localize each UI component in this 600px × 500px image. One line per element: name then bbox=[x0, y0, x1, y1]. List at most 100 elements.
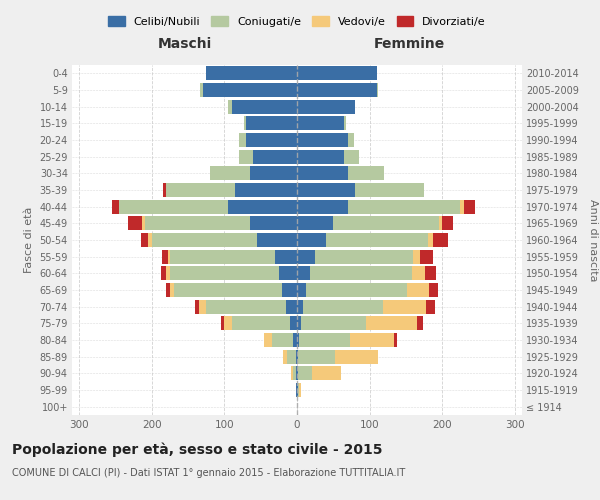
Bar bbox=[206, 300, 286, 314]
Bar bbox=[428, 233, 433, 247]
Bar bbox=[296, 350, 297, 364]
Bar bbox=[344, 116, 346, 130]
Bar bbox=[142, 216, 145, 230]
Bar bbox=[413, 250, 421, 264]
Bar bbox=[173, 283, 283, 297]
Bar bbox=[407, 283, 429, 297]
Bar bbox=[297, 366, 298, 380]
Bar bbox=[221, 316, 224, 330]
Bar bbox=[112, 200, 119, 214]
Bar bbox=[210, 166, 250, 180]
Bar bbox=[377, 83, 378, 97]
Bar bbox=[296, 366, 297, 380]
Bar bbox=[250, 216, 297, 230]
Bar bbox=[275, 250, 297, 264]
Bar bbox=[228, 200, 297, 214]
Bar bbox=[141, 233, 148, 247]
Bar bbox=[232, 100, 297, 114]
Bar bbox=[297, 266, 310, 280]
Bar bbox=[421, 250, 433, 264]
Bar bbox=[145, 216, 250, 230]
Bar bbox=[344, 150, 359, 164]
Bar bbox=[460, 200, 464, 214]
Bar bbox=[297, 250, 315, 264]
Bar bbox=[119, 200, 228, 214]
Bar bbox=[298, 350, 335, 364]
Bar bbox=[301, 316, 366, 330]
Bar bbox=[297, 183, 355, 197]
Bar bbox=[297, 200, 348, 214]
Bar bbox=[297, 233, 326, 247]
Text: Maschi: Maschi bbox=[157, 37, 212, 51]
Bar bbox=[170, 250, 275, 264]
Bar bbox=[246, 133, 297, 147]
Bar bbox=[291, 366, 293, 380]
Bar bbox=[348, 200, 460, 214]
Bar bbox=[297, 133, 348, 147]
Bar bbox=[152, 233, 257, 247]
Bar bbox=[293, 366, 296, 380]
Bar bbox=[350, 333, 394, 347]
Bar bbox=[166, 283, 170, 297]
Bar bbox=[433, 233, 448, 247]
Bar bbox=[439, 216, 442, 230]
Bar bbox=[426, 300, 435, 314]
Bar bbox=[464, 200, 475, 214]
Bar bbox=[244, 116, 246, 130]
Bar bbox=[148, 233, 152, 247]
Bar bbox=[298, 366, 312, 380]
Bar bbox=[297, 216, 333, 230]
Bar bbox=[333, 216, 439, 230]
Bar bbox=[253, 150, 297, 164]
Bar bbox=[312, 366, 341, 380]
Bar bbox=[297, 83, 377, 97]
Bar bbox=[306, 283, 407, 297]
Bar bbox=[272, 333, 293, 347]
Bar bbox=[239, 150, 253, 164]
Bar bbox=[257, 233, 297, 247]
Bar bbox=[442, 216, 453, 230]
Bar bbox=[283, 283, 297, 297]
Bar bbox=[412, 266, 425, 280]
Bar bbox=[315, 250, 413, 264]
Bar bbox=[239, 133, 246, 147]
Bar bbox=[297, 66, 377, 80]
Bar bbox=[293, 333, 297, 347]
Bar bbox=[348, 133, 353, 147]
Bar bbox=[286, 300, 297, 314]
Text: COMUNE DI CALCI (PI) - Dati ISTAT 1° gennaio 2015 - Elaborazione TUTTITALIA.IT: COMUNE DI CALCI (PI) - Dati ISTAT 1° gen… bbox=[12, 468, 405, 477]
Bar bbox=[297, 100, 355, 114]
Bar bbox=[297, 300, 303, 314]
Bar bbox=[299, 333, 350, 347]
Bar bbox=[297, 283, 306, 297]
Bar bbox=[168, 250, 170, 264]
Bar bbox=[297, 166, 348, 180]
Bar bbox=[429, 283, 438, 297]
Bar bbox=[297, 150, 344, 164]
Bar bbox=[297, 116, 344, 130]
Bar bbox=[170, 283, 173, 297]
Bar bbox=[163, 183, 166, 197]
Bar bbox=[310, 266, 412, 280]
Bar bbox=[228, 100, 232, 114]
Bar bbox=[250, 166, 297, 180]
Bar bbox=[166, 183, 235, 197]
Bar bbox=[335, 350, 378, 364]
Bar bbox=[383, 300, 426, 314]
Bar bbox=[196, 300, 199, 314]
Bar bbox=[297, 333, 299, 347]
Legend: Celibi/Nubili, Coniugati/e, Vedovi/e, Divorziati/e: Celibi/Nubili, Coniugati/e, Vedovi/e, Di… bbox=[108, 16, 486, 27]
Bar bbox=[232, 316, 290, 330]
Bar bbox=[287, 350, 296, 364]
Bar bbox=[161, 266, 166, 280]
Bar bbox=[348, 166, 384, 180]
Bar bbox=[162, 250, 168, 264]
Bar bbox=[296, 383, 297, 397]
Bar bbox=[417, 316, 422, 330]
Bar bbox=[290, 316, 297, 330]
Bar bbox=[298, 383, 299, 397]
Bar bbox=[279, 266, 297, 280]
Bar bbox=[303, 300, 383, 314]
Bar bbox=[203, 83, 297, 97]
Bar bbox=[394, 333, 397, 347]
